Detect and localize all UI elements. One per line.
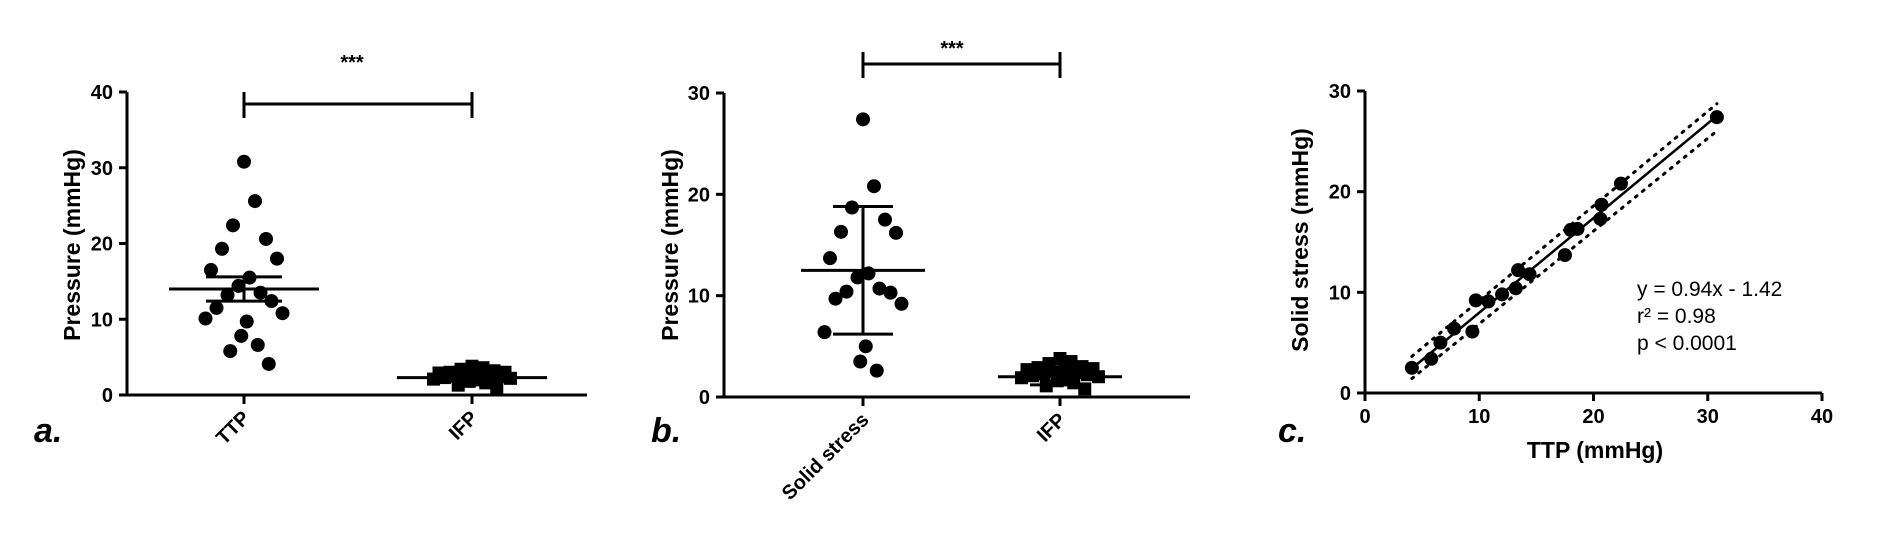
panel-c: c. Solid stress (mmHg) TTP (mmHg) y = 0.… bbox=[1278, 81, 1833, 463]
panel-b-point-solid-stress bbox=[872, 281, 887, 296]
panel-c-annotation-p: p < 0.0001 bbox=[1637, 332, 1737, 355]
panel-c-fit-line bbox=[1411, 114, 1718, 370]
panel-c-annotation-equation: y = 0.94x - 1.42 bbox=[1637, 278, 1782, 301]
panel-c-confidence-band-lower bbox=[1410, 129, 1719, 381]
panel-c-point bbox=[1433, 335, 1448, 350]
panel-c-point bbox=[1481, 294, 1496, 309]
panel-a-point-ttp bbox=[270, 251, 284, 266]
panel-a-label: a. bbox=[34, 412, 62, 450]
panel-b-y-tick-label: 30 bbox=[688, 83, 710, 105]
panel-b: b. Pressure (mmHg) *** 0 10 20 30 Solid stre… bbox=[651, 38, 1190, 505]
panel-c-y-tick-label: 30 bbox=[1329, 81, 1351, 103]
panel-b-x-tick-label: Solid stress bbox=[778, 409, 874, 505]
panel-c-point bbox=[1522, 267, 1537, 282]
panel-a-point-ttp bbox=[220, 288, 235, 303]
panel-a-point-ifp bbox=[490, 381, 504, 395]
panel-a-y-tick-label: 0 bbox=[102, 385, 113, 407]
panel-a-point-ttp bbox=[223, 344, 238, 359]
panel-a-point-ifp bbox=[479, 376, 493, 390]
panel-b-x-tick-label: IFP bbox=[1033, 409, 1071, 447]
panel-b-point-solid-stress bbox=[853, 354, 868, 369]
panel-b-point-solid-stress bbox=[839, 284, 854, 299]
panel-b-point-solid-stress bbox=[883, 285, 898, 300]
panel-c-annotation-r2: r² = 0.98 bbox=[1637, 305, 1716, 328]
panel-a-point-ttp bbox=[237, 154, 251, 169]
panel-a: a. Pressure (mmHg) *** 0 10 20 30 40 TTP IFP bbox=[34, 52, 587, 450]
panel-c-point bbox=[1447, 321, 1462, 336]
panel-a-point-ttp bbox=[250, 338, 265, 353]
panel-b-point-solid-stress bbox=[823, 251, 837, 266]
panel-c-point bbox=[1404, 360, 1419, 375]
panel-b-point-solid-stress bbox=[850, 270, 865, 285]
panel-a-point-ttp bbox=[261, 356, 276, 371]
panel-c-point bbox=[1709, 110, 1724, 125]
panel-b-point-ifp bbox=[1053, 351, 1067, 365]
panel-b-point-solid-stress bbox=[867, 179, 881, 194]
panel-b-y-tick-label: 20 bbox=[688, 184, 710, 206]
panel-a-significance: *** bbox=[340, 52, 364, 74]
panel-b-point-solid-stress bbox=[828, 291, 843, 306]
panel-c-point bbox=[1424, 351, 1439, 366]
panel-c-point bbox=[1508, 281, 1523, 296]
panel-c-label: c. bbox=[1278, 412, 1306, 450]
panel-a-y-tick-label: 40 bbox=[91, 82, 113, 104]
panel-b-y-tick-label: 10 bbox=[688, 286, 710, 308]
panel-c-x-tick-label: 20 bbox=[1582, 406, 1604, 428]
panel-c-point bbox=[1613, 176, 1628, 191]
panel-b-label: b. bbox=[651, 412, 681, 450]
panel-c-x-tick-label: 30 bbox=[1697, 406, 1719, 428]
panel-b-point-solid-stress bbox=[817, 325, 832, 340]
panel-a-x-tick-label: TTP bbox=[212, 407, 254, 449]
panel-b-point-solid-stress bbox=[834, 224, 848, 239]
panel-b-y-tick-label: 0 bbox=[699, 387, 710, 409]
panel-c-y-tick-label: 10 bbox=[1329, 282, 1351, 304]
panel-b-point-solid-stress bbox=[856, 112, 870, 127]
panel-a-point-ttp bbox=[209, 300, 224, 315]
panel-b-point-solid-stress bbox=[889, 225, 903, 240]
panel-c-point bbox=[1465, 324, 1480, 339]
panel-c-point bbox=[1468, 293, 1483, 308]
panel-b-point-solid-stress bbox=[869, 363, 884, 378]
panel-a-point-ttp bbox=[215, 241, 229, 256]
panel-c-point bbox=[1557, 248, 1572, 263]
panel-c-x-axis-title: TTP (mmHg) bbox=[1527, 437, 1663, 463]
panel-b-point-solid-stress bbox=[878, 212, 892, 227]
panel-c-y-tick-label: 20 bbox=[1329, 182, 1351, 204]
panel-c-point bbox=[1511, 263, 1526, 278]
panel-b-point-solid-stress bbox=[894, 296, 909, 311]
panel-c-point bbox=[1594, 197, 1609, 212]
panel-a-point-ttp bbox=[239, 314, 254, 329]
panel-c-point bbox=[1570, 221, 1585, 236]
panel-c-point bbox=[1593, 211, 1608, 226]
panel-c-y-axis-title: Solid stress (mmHg) bbox=[1287, 128, 1313, 352]
panel-a-point-ttp bbox=[259, 231, 273, 246]
panel-c-x-tick-label: 40 bbox=[1811, 406, 1833, 428]
panel-a-point-ttp bbox=[248, 194, 262, 209]
panel-a-y-tick-label: 30 bbox=[91, 158, 113, 180]
panel-b-point-solid-stress bbox=[858, 339, 873, 354]
panel-c-point bbox=[1495, 287, 1510, 302]
panel-a-point-ttp bbox=[204, 263, 218, 278]
panel-a-point-ttp bbox=[275, 306, 290, 321]
panel-c-x-tick-label: 10 bbox=[1468, 406, 1490, 428]
panel-a-y-tick-label: 20 bbox=[91, 234, 113, 256]
panel-a-y-tick-label: 10 bbox=[91, 309, 113, 331]
panel-b-y-axis-title: Pressure (mmHg) bbox=[657, 149, 683, 341]
panel-b-significance: *** bbox=[940, 38, 964, 60]
panel-c-x-tick-label: 0 bbox=[1359, 406, 1370, 428]
panel-a-point-ttp bbox=[198, 311, 213, 326]
panel-a-x-tick-label: IFP bbox=[445, 407, 483, 445]
panel-a-y-axis-title: Pressure (mmHg) bbox=[59, 149, 85, 341]
panel-a-point-ttp bbox=[226, 218, 240, 233]
panel-a-point-ttp bbox=[234, 328, 249, 343]
panel-c-y-tick-label: 0 bbox=[1340, 383, 1351, 405]
